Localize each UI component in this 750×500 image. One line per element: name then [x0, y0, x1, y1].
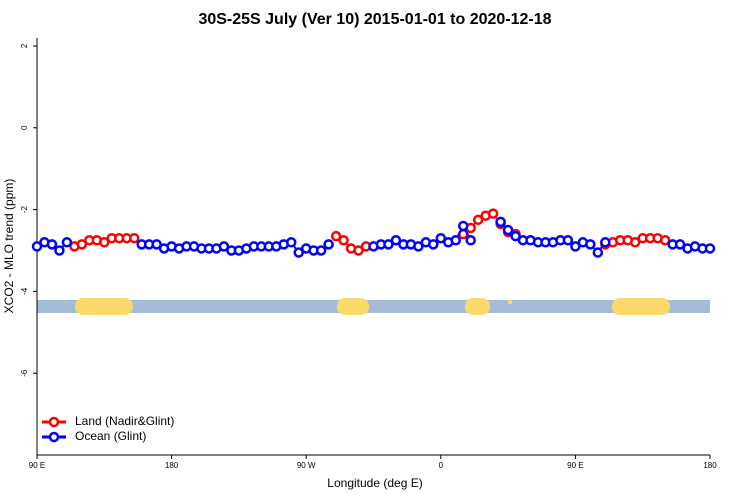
data-point: [218, 241, 230, 252]
land-band: [508, 300, 512, 304]
data-point: [502, 224, 514, 236]
data-point: [457, 220, 469, 232]
land-band: [337, 298, 369, 315]
data-point: [338, 235, 349, 246]
legend-label: Land (Nadir&Glint): [75, 414, 174, 428]
data-point: [61, 237, 73, 248]
x-tick-label: 0: [439, 461, 444, 470]
data-point: [151, 239, 162, 250]
x-tick-label: 90 E: [567, 461, 583, 470]
x-axis-label: Longitude (deg E): [327, 476, 422, 490]
data-point: [674, 239, 686, 250]
data-point: [704, 243, 716, 254]
data-point: [99, 237, 110, 248]
data-point: [285, 237, 297, 248]
data-point: [659, 235, 671, 246]
data-point: [592, 247, 604, 258]
data-point: [31, 241, 43, 252]
data-point: [600, 237, 611, 248]
legend-label: Ocean (Glint): [75, 429, 146, 443]
data-point: [390, 235, 402, 246]
data-point: [472, 214, 484, 226]
legend-marker: [48, 431, 60, 443]
data-point: [330, 230, 342, 242]
x-tick-label: 90 W: [297, 461, 316, 470]
land-band: [465, 298, 490, 315]
legend-marker: [48, 416, 60, 428]
data-point: [487, 208, 499, 219]
chart-title: 30S-25S July (Ver 10) 2015-01-01 to 2020…: [198, 11, 551, 28]
data-point: [629, 237, 641, 248]
data-point: [46, 239, 58, 250]
data-point: [54, 245, 65, 256]
y-tick-label: 2: [20, 43, 29, 48]
data-point: [510, 230, 521, 242]
data-point: [76, 239, 88, 250]
surface-band: [37, 298, 710, 315]
ocean-band: [37, 300, 710, 313]
x-tick-label: 90 E: [29, 461, 45, 470]
land-band: [75, 298, 133, 315]
data-point: [315, 245, 327, 256]
y-tick-label: -2: [20, 205, 29, 213]
y-tick-label: 0: [20, 125, 29, 130]
data-point: [465, 235, 476, 246]
data-point: [428, 239, 439, 250]
land-band: [612, 298, 670, 315]
data-point: [323, 239, 334, 250]
y-tick-label: -4: [20, 287, 29, 295]
y-tick-label: -6: [20, 369, 29, 377]
data-point: [570, 241, 581, 252]
data-point: [383, 239, 394, 250]
data-point: [450, 235, 462, 246]
x-tick-label: 180: [703, 461, 717, 470]
data-point: [562, 235, 574, 246]
data-point: [585, 239, 596, 250]
data-point: [435, 232, 447, 244]
data-point: [413, 241, 424, 252]
data-point: [495, 216, 506, 228]
data-point: [353, 245, 364, 256]
data-point: [128, 232, 140, 244]
data-point: [293, 247, 304, 258]
y-axis-label: XCO2 - MLO trend (ppm): [2, 179, 16, 314]
x-tick-label: 180: [165, 461, 179, 470]
